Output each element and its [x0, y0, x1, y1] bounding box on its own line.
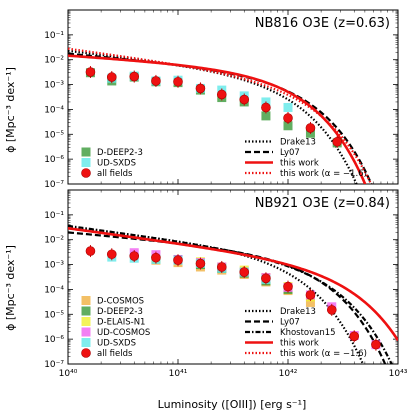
point-all-fields — [151, 76, 161, 86]
legend-label-ud-sxds: UD-SXDS — [97, 339, 136, 349]
panel-nb816: 10⁻⁷ 10⁻⁶ 10⁻⁵ 10⁻⁴ 10⁻³ 10⁻² 10⁻¹ NB816 O3E (z… — [44, 9, 399, 190]
curve-this-work — [68, 226, 398, 342]
y-tick-label: 10⁻⁵ — [44, 310, 64, 320]
legend-marker-d-deep2-3 — [81, 147, 91, 157]
point-all-fields — [239, 267, 250, 277]
point-all-fields — [173, 76, 183, 87]
point-all-fields — [305, 123, 316, 133]
y-tick-label: 10⁻⁷ — [44, 360, 64, 370]
legend-marker-ud-sxds — [81, 338, 91, 347]
y-tick-label: 10⁻³ — [44, 261, 64, 271]
legend-label-drake13: Drake13 — [280, 307, 316, 317]
legend-marker-d-cosmos — [81, 296, 91, 305]
curve-layer — [68, 47, 373, 184]
curve-this-work — [68, 54, 367, 184]
legend-label-drake13: Drake13 — [280, 138, 316, 148]
point-all-fields — [195, 83, 206, 94]
point-all-fields — [283, 113, 293, 123]
y-tick-label: 10⁻⁴ — [44, 105, 64, 115]
y-axis-label-bottom: ϕ [Mpc⁻³ dex⁻¹] — [4, 245, 17, 331]
legend-marker-d-elais-n1 — [81, 317, 91, 326]
panel-title: NB921 O3E (z=0.84) — [255, 196, 390, 211]
panel-nb921: 10⁻⁷ 10⁻⁶ 10⁻⁵ 10⁻⁴ 10⁻³ 10⁻² 10⁻¹ 10⁴⁰ 10⁴¹ 10⁴²… — [44, 189, 408, 379]
y-tick-label: 10⁻² — [44, 56, 64, 66]
legend-label-d-deep2-3: D-DEEP2-3 — [97, 307, 143, 317]
panel-title: NB816 O3E (z=0.63) — [255, 16, 390, 31]
legend-label-ud-cosmos: UD-COSMOS — [97, 328, 150, 338]
legend-label-d-cosmos: D-COSMOS — [97, 297, 144, 307]
y-tick-label: 10⁻² — [44, 236, 64, 246]
y-tick-label: 10⁻¹ — [44, 211, 64, 221]
y-tick-label: 10⁻⁴ — [44, 285, 64, 295]
point-d-deep2-3 — [283, 121, 293, 131]
legend-marker-d-deep2-3 — [81, 306, 91, 316]
curve-this-work-1-6- — [68, 47, 373, 184]
legend-label-this-work: this work — [280, 339, 319, 349]
legend-label-all-fields: all fields — [97, 349, 133, 359]
curve-khostovan15 — [68, 224, 393, 364]
y-tick-label: 10⁻⁵ — [44, 130, 64, 140]
point-all-fields — [261, 273, 271, 284]
point-d-deep2-3 — [261, 111, 271, 121]
legend-label-d-elais-n1: D-ELAIS-N1 — [97, 318, 145, 328]
point-all-fields — [129, 251, 140, 261]
point-all-fields — [216, 262, 227, 272]
point-layer — [85, 66, 342, 148]
x-tick-label: 10⁴³ — [389, 369, 408, 379]
point-all-fields — [239, 94, 250, 105]
point-all-fields — [332, 136, 342, 147]
point-all-fields — [195, 258, 206, 269]
point-all-fields — [85, 67, 96, 77]
y-tick-label: 10⁻³ — [44, 81, 64, 91]
point-all-fields — [283, 281, 293, 292]
x-tick-label: 10⁴¹ — [169, 369, 188, 379]
point-all-fields — [261, 102, 271, 113]
y-axis-label-top: ϕ [Mpc⁻³ dex⁻¹] — [4, 67, 17, 153]
y-tick-label: 10⁻⁶ — [44, 155, 64, 165]
legend-label-khostovan15: Khostovan15 — [280, 328, 336, 338]
legend-label-d-deep2-3: D-DEEP2-3 — [97, 148, 143, 158]
legend-label-this-work-1-6-: this work (α = −1.6) — [280, 169, 367, 179]
point-layer — [85, 245, 381, 351]
point-all-fields — [129, 71, 140, 82]
legend-label-this-work: this work — [280, 159, 319, 169]
legend-label-ud-sxds: UD-SXDS — [97, 159, 136, 169]
point-all-fields — [349, 331, 360, 342]
legend-marker-ud-sxds — [81, 158, 91, 167]
y-tick-label: 10⁻⁷ — [44, 180, 64, 190]
point-all-fields — [173, 255, 183, 265]
plot-frame — [67, 189, 399, 365]
point-all-fields — [326, 305, 337, 315]
point-all-fields — [106, 72, 117, 82]
x-axis-label: Luminosity ([OIII]) [erg s⁻¹] — [158, 398, 307, 411]
curve-layer — [68, 224, 398, 364]
legend-label-ly07: Ly07 — [280, 148, 300, 158]
point-all-fields — [151, 252, 161, 263]
x-tick-label: 10⁴² — [279, 369, 298, 379]
legend-label-ly07: Ly07 — [280, 318, 300, 328]
x-tick-label: 10⁴⁰ — [59, 369, 78, 379]
point-all-fields — [106, 249, 117, 260]
y-tick-label: 10⁻⁶ — [44, 335, 64, 345]
legend-label-all-fields: all fields — [97, 169, 133, 179]
legend-marker-all-fields — [81, 348, 91, 358]
point-d-cosmos — [305, 297, 315, 307]
legend-marker-all-fields — [81, 168, 91, 178]
point-all-fields — [371, 339, 381, 350]
point-all-fields — [85, 246, 96, 256]
point-all-fields — [305, 290, 316, 300]
legend-marker-ud-cosmos — [81, 327, 91, 337]
legend-label-this-work-1-6-: this work (α = −1.6) — [280, 349, 367, 359]
point-ud-sxds — [283, 102, 293, 112]
plot-frame — [67, 9, 399, 185]
point-all-fields — [216, 89, 227, 100]
y-tick-label: 10⁻¹ — [44, 31, 64, 41]
